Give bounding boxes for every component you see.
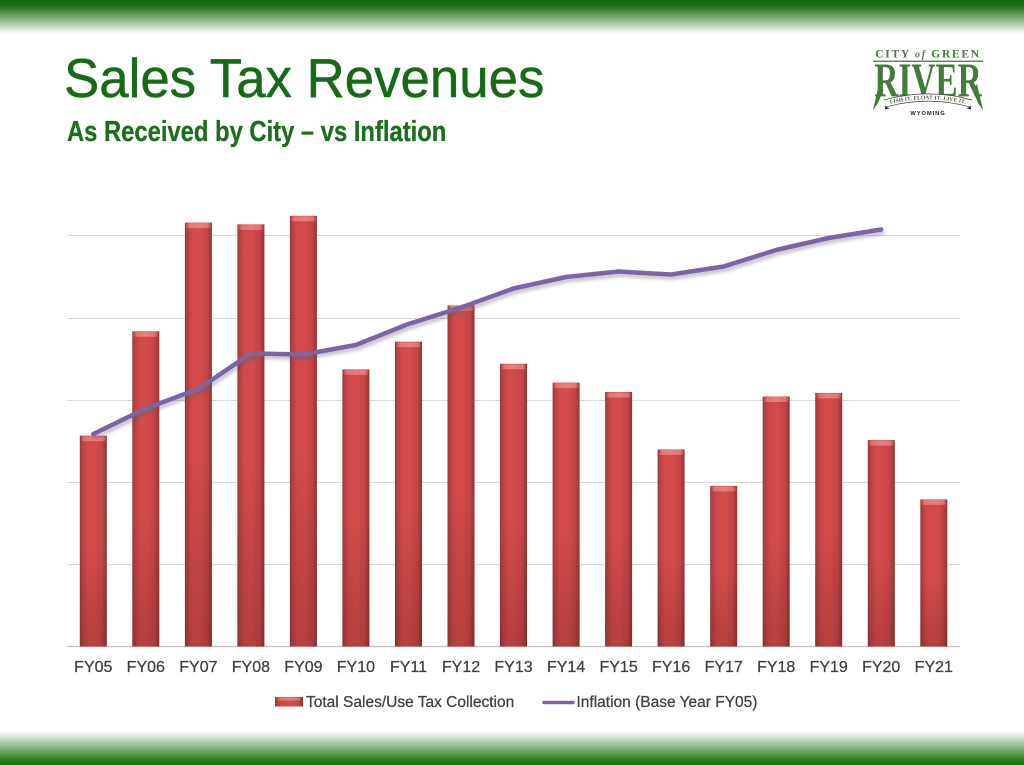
svg-text:CITY of GREEN: CITY of GREEN (875, 49, 980, 61)
svg-text:FY15: FY15 (599, 659, 637, 676)
svg-text:FY21: FY21 (915, 659, 953, 676)
svg-text:Total Sales/Use Tax Collection: Total Sales/Use Tax Collection (306, 694, 514, 711)
svg-text:FY09: FY09 (284, 659, 322, 676)
svg-text:FY10: FY10 (337, 659, 375, 676)
svg-text:FY07: FY07 (179, 659, 217, 676)
svg-text:FISH IT. FLOAT IT. LIVE IT.: FISH IT. FLOAT IT. LIVE IT. (889, 95, 967, 105)
svg-text:FY05: FY05 (74, 659, 112, 676)
svg-text:FY20: FY20 (862, 659, 900, 676)
svg-text:FY14: FY14 (547, 659, 585, 676)
svg-text:FY11: FY11 (390, 659, 427, 676)
svg-text:FY16: FY16 (652, 659, 690, 676)
svg-text:FY12: FY12 (442, 659, 480, 676)
svg-text:FY19: FY19 (810, 659, 848, 676)
svg-text:WYOMING: WYOMING (910, 111, 945, 117)
svg-text:FY18: FY18 (757, 659, 795, 676)
svg-text:FY13: FY13 (494, 659, 532, 676)
svg-text:FY17: FY17 (705, 659, 743, 676)
svg-text:FY06: FY06 (127, 659, 165, 676)
svg-text:Inflation (Base Year FY05): Inflation (Base Year FY05) (577, 694, 758, 711)
svg-text:FY08: FY08 (232, 659, 270, 676)
